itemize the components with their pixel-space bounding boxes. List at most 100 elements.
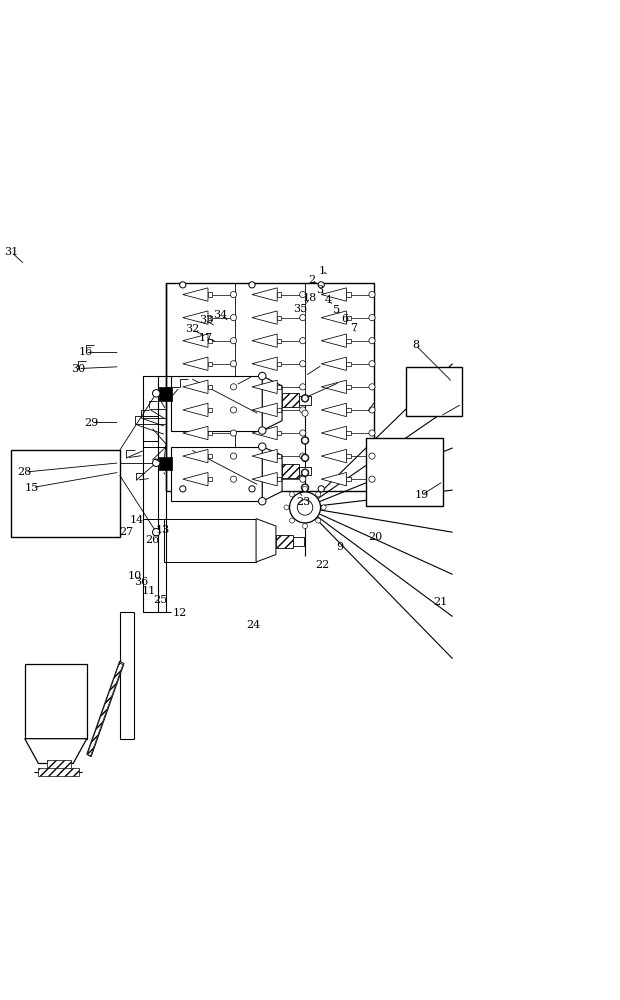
Bar <box>166 283 374 491</box>
Bar <box>208 431 212 435</box>
Polygon shape <box>252 357 277 370</box>
Polygon shape <box>262 447 282 501</box>
Text: 15: 15 <box>25 483 39 493</box>
Circle shape <box>299 430 306 436</box>
Polygon shape <box>321 334 347 347</box>
Bar <box>277 362 281 366</box>
Polygon shape <box>252 449 277 463</box>
Circle shape <box>299 361 306 367</box>
Circle shape <box>302 437 308 444</box>
Circle shape <box>369 430 375 436</box>
Bar <box>277 292 281 297</box>
Circle shape <box>290 518 294 523</box>
Text: 7: 7 <box>350 323 357 333</box>
Polygon shape <box>321 380 347 394</box>
Bar <box>164 519 256 562</box>
Circle shape <box>299 315 306 321</box>
Polygon shape <box>183 472 208 486</box>
Bar <box>208 385 212 389</box>
Text: 28: 28 <box>18 467 32 477</box>
Polygon shape <box>252 403 277 417</box>
Circle shape <box>153 529 160 536</box>
Circle shape <box>290 492 294 497</box>
Circle shape <box>303 524 308 529</box>
Text: 18: 18 <box>303 293 317 303</box>
Circle shape <box>302 470 308 476</box>
Circle shape <box>302 410 308 416</box>
Circle shape <box>301 437 309 444</box>
Circle shape <box>180 282 186 288</box>
Circle shape <box>301 395 309 402</box>
Text: 26: 26 <box>146 535 159 545</box>
Bar <box>347 362 350 366</box>
Circle shape <box>231 338 237 344</box>
Circle shape <box>299 407 306 413</box>
Text: 12: 12 <box>173 608 187 618</box>
Bar <box>277 316 281 320</box>
Bar <box>159 387 172 401</box>
Circle shape <box>369 407 375 413</box>
Text: 29: 29 <box>85 418 99 428</box>
Bar <box>170 447 262 501</box>
Circle shape <box>369 453 375 459</box>
Polygon shape <box>252 380 277 394</box>
Circle shape <box>231 407 237 413</box>
Bar <box>208 362 212 366</box>
Polygon shape <box>183 334 208 347</box>
Circle shape <box>369 315 375 321</box>
Text: 4: 4 <box>325 295 332 305</box>
Text: 2: 2 <box>308 275 316 285</box>
Text: 6: 6 <box>341 314 348 324</box>
Circle shape <box>259 427 266 434</box>
Polygon shape <box>87 661 124 757</box>
Text: 8: 8 <box>412 340 419 350</box>
Polygon shape <box>183 426 208 440</box>
Circle shape <box>302 504 308 511</box>
Circle shape <box>298 500 313 515</box>
Polygon shape <box>183 403 208 417</box>
Circle shape <box>231 453 237 459</box>
Bar <box>347 385 350 389</box>
Bar <box>170 376 262 431</box>
Circle shape <box>301 484 309 491</box>
Circle shape <box>153 390 160 397</box>
Circle shape <box>299 453 306 459</box>
Circle shape <box>231 361 237 367</box>
Text: 35: 35 <box>293 304 307 314</box>
Bar <box>347 408 350 412</box>
Circle shape <box>302 484 308 491</box>
Polygon shape <box>183 380 208 394</box>
Text: 5: 5 <box>333 305 340 315</box>
Bar <box>277 385 281 389</box>
Circle shape <box>318 486 324 492</box>
Circle shape <box>299 384 306 390</box>
Circle shape <box>301 469 309 476</box>
Bar <box>406 367 462 416</box>
Circle shape <box>259 443 266 450</box>
Polygon shape <box>25 739 87 764</box>
Bar <box>277 431 281 435</box>
Circle shape <box>316 492 321 497</box>
Circle shape <box>231 315 237 321</box>
Bar <box>299 467 311 475</box>
Circle shape <box>231 476 237 482</box>
Circle shape <box>231 291 237 298</box>
Polygon shape <box>183 288 208 301</box>
Text: 17: 17 <box>199 333 213 343</box>
Text: 21: 21 <box>433 597 447 607</box>
Bar <box>46 760 71 770</box>
Text: 23: 23 <box>297 497 311 507</box>
Circle shape <box>303 486 308 491</box>
Circle shape <box>318 282 324 288</box>
Polygon shape <box>321 311 347 324</box>
Bar <box>143 376 158 612</box>
Circle shape <box>369 338 375 344</box>
Circle shape <box>284 505 289 510</box>
Text: 3: 3 <box>316 285 324 295</box>
Bar <box>38 768 79 776</box>
Polygon shape <box>321 357 347 370</box>
Text: 30: 30 <box>71 364 85 374</box>
Polygon shape <box>256 519 276 562</box>
Bar <box>277 408 281 412</box>
Bar <box>347 477 350 481</box>
